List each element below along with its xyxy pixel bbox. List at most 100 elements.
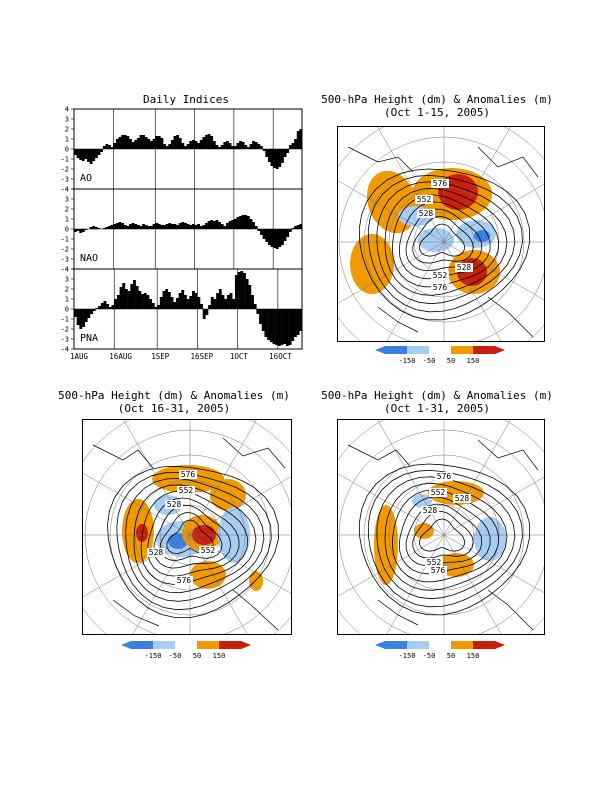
index-bar (296, 225, 300, 229)
index-bar (87, 149, 90, 162)
index-bar (135, 286, 139, 309)
y-tick-label: -1 (61, 236, 69, 244)
contour-label: 528 (457, 263, 472, 272)
x-tick-label: 1SEP (151, 352, 170, 361)
index-bar (212, 221, 216, 229)
colorbar-segment (451, 641, 473, 649)
index-bar (168, 144, 172, 149)
index-bar (213, 299, 217, 309)
index-bar (215, 145, 219, 149)
height-contour (153, 504, 232, 569)
index-bar (220, 224, 224, 229)
index-bar (197, 224, 200, 229)
index-bar (143, 293, 147, 309)
index-bar (226, 295, 230, 309)
colorbar-segment (473, 641, 495, 649)
index-bar (184, 223, 187, 229)
index-bar (257, 144, 261, 149)
meridian (443, 476, 544, 536)
index-bar (231, 146, 235, 149)
index-bar (152, 224, 156, 229)
index-bar (115, 223, 119, 229)
index-bar (205, 223, 208, 229)
y-tick-label: 2 (65, 126, 69, 134)
contour-label: 576 (181, 470, 196, 479)
index-bar (186, 299, 190, 309)
index-bar (131, 223, 135, 229)
index-bar (184, 146, 187, 149)
index-bar (92, 309, 96, 311)
index-bar (244, 215, 248, 229)
colorbar-arrow-right (495, 346, 505, 354)
colorbar-segment (153, 641, 175, 649)
y-tick-label: -2 (61, 166, 69, 174)
x-tick-label: 1AUG (70, 352, 89, 361)
contour-label-bg (425, 558, 443, 567)
contour-label: 552 (201, 546, 216, 555)
index-bar (144, 137, 148, 149)
index-bar (173, 302, 177, 309)
contour-label-bg (431, 179, 449, 188)
index-bar (253, 304, 257, 309)
colorbar-segment (451, 346, 473, 354)
map2-anomaly-map: 576 552 528 528 552 576 (83, 420, 291, 634)
y-tick-label: 0 (65, 226, 69, 234)
index-bar (119, 287, 123, 309)
positive-anomaly (136, 524, 148, 542)
index-bar (155, 136, 159, 149)
index-bar (254, 226, 258, 229)
index-bar (240, 271, 244, 309)
contour-label: 528 (419, 209, 434, 218)
index-bar (157, 224, 161, 229)
height-contour (376, 181, 516, 305)
index-bar (167, 292, 171, 309)
height-contour (358, 168, 531, 321)
contour-label: 576 (437, 472, 452, 481)
height-contour (376, 476, 516, 600)
index-bar (84, 149, 88, 159)
index-bar (170, 297, 174, 309)
y-tick-label: 2 (65, 286, 69, 294)
height-contour (419, 223, 465, 257)
index-bar (150, 226, 153, 229)
index-bar (228, 143, 232, 149)
index-bar (254, 142, 258, 149)
y-tick-label: -4 (61, 266, 69, 274)
index-bar (199, 226, 203, 229)
index-bar (76, 229, 80, 231)
latitude-circle (338, 420, 544, 634)
index-bar (146, 295, 150, 309)
index-bar (175, 298, 179, 309)
index-bar (97, 228, 101, 229)
contour-label-bg (455, 263, 473, 272)
index-bar (299, 309, 303, 331)
height-contour (405, 503, 483, 566)
index-bar (79, 229, 83, 233)
index-bar (87, 309, 91, 318)
negative-anomaly (412, 494, 432, 508)
index-bar (162, 291, 166, 309)
index-bar (220, 145, 224, 149)
index-bar (197, 143, 200, 149)
colorbar-segment (385, 346, 407, 354)
colorbar-segment (407, 641, 429, 649)
meridian (189, 420, 257, 536)
index-bar (157, 305, 161, 309)
index-bar (100, 303, 104, 309)
height-contour (398, 496, 491, 575)
index-bar (224, 299, 228, 309)
y-tick-label: -3 (61, 336, 69, 344)
index-bar (216, 293, 220, 309)
index-bar (90, 309, 93, 314)
index-bar (142, 224, 145, 229)
index-bar (281, 229, 284, 245)
index-bar (100, 149, 104, 152)
index-bar (134, 140, 138, 149)
index-bar (178, 293, 182, 309)
negative-anomaly (418, 228, 454, 252)
index-bar (97, 149, 101, 155)
index-bar (106, 304, 110, 309)
index-bar (108, 145, 111, 149)
contour-label: 552 (427, 558, 442, 567)
meridian (443, 534, 502, 634)
